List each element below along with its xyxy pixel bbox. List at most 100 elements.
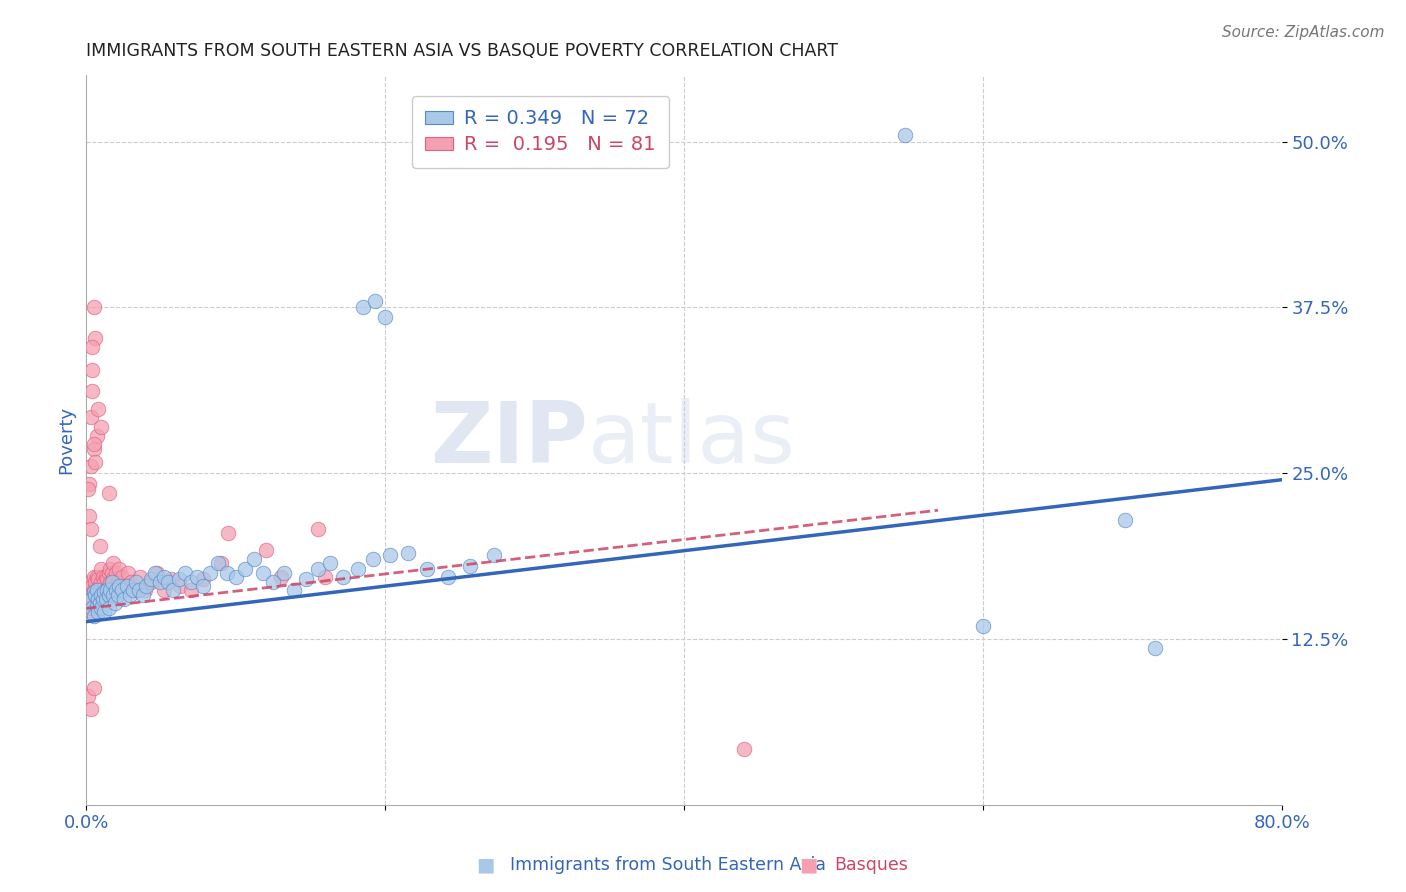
Point: [86, 592, 108, 607]
Text: ZIP: ZIP: [430, 399, 588, 482]
Point: [157, 574, 180, 589]
Point: [733, 742, 755, 756]
Point: [270, 569, 292, 583]
Point: [378, 549, 401, 563]
Point: [86, 582, 108, 597]
Point: [180, 582, 202, 597]
Point: [90, 601, 112, 615]
Point: [97, 601, 120, 615]
Point: [894, 128, 917, 142]
Point: [108, 561, 131, 575]
Point: [80, 601, 103, 615]
Text: atlas: atlas: [588, 399, 796, 482]
Point: [124, 582, 146, 597]
Text: Immigrants from South Eastern Asia: Immigrants from South Eastern Asia: [510, 856, 827, 874]
Point: [83, 582, 105, 597]
Point: [90, 574, 112, 589]
Point: [361, 552, 384, 566]
Point: [97, 579, 120, 593]
Point: [80, 588, 103, 602]
Point: [97, 588, 120, 602]
Point: [84, 588, 107, 602]
Point: [191, 572, 214, 586]
Point: [93, 606, 115, 620]
Point: [82, 606, 104, 620]
Point: [396, 546, 419, 560]
Point: [80, 592, 103, 607]
Point: [86, 599, 108, 613]
Point: [96, 572, 118, 586]
Point: [273, 566, 295, 580]
Point: [86, 569, 108, 583]
Point: [307, 561, 329, 575]
Point: [98, 561, 121, 575]
Point: [233, 561, 256, 575]
Point: [169, 579, 191, 593]
Point: [363, 293, 385, 308]
Point: [83, 301, 105, 315]
Point: [167, 572, 190, 586]
Point: [225, 569, 247, 583]
Point: [103, 572, 125, 586]
Point: [191, 579, 214, 593]
Text: IMMIGRANTS FROM SOUTH EASTERN ASIA VS BASQUE POVERTY CORRELATION CHART: IMMIGRANTS FROM SOUTH EASTERN ASIA VS BA…: [86, 42, 838, 60]
Point: [90, 419, 112, 434]
Point: [153, 569, 176, 583]
Point: [94, 592, 117, 607]
Point: [87, 606, 110, 620]
Point: [215, 566, 238, 580]
Point: [86, 429, 108, 443]
Point: [120, 574, 142, 589]
Point: [484, 549, 506, 563]
Point: [200, 566, 222, 580]
Point: [162, 582, 184, 597]
Point: [160, 572, 183, 586]
Point: [347, 561, 370, 575]
Point: [262, 574, 284, 589]
Point: [90, 588, 112, 602]
Point: [93, 574, 115, 589]
Point: [77, 476, 100, 491]
Point: [117, 566, 139, 580]
Point: [90, 561, 112, 575]
Point: [352, 301, 374, 315]
Point: [129, 569, 152, 583]
Point: [83, 599, 105, 613]
Point: [83, 681, 105, 695]
Point: [82, 601, 104, 615]
Point: [77, 596, 100, 610]
Text: ■: ■: [799, 855, 818, 875]
Point: [207, 556, 229, 570]
Point: [82, 592, 104, 607]
Point: [139, 574, 162, 589]
Point: [153, 582, 176, 597]
Point: [107, 574, 129, 589]
Point: [148, 574, 170, 589]
Point: [242, 552, 264, 566]
Point: [112, 592, 135, 607]
Text: Basques: Basques: [834, 856, 908, 874]
Point: [87, 572, 110, 586]
Point: [94, 569, 117, 583]
Point: [1114, 512, 1136, 526]
Point: [124, 574, 146, 589]
Point: [115, 579, 138, 593]
Point: [80, 459, 103, 474]
Point: [87, 599, 110, 613]
Point: [437, 569, 460, 583]
Point: [83, 609, 105, 624]
Point: [105, 566, 128, 580]
Point: [89, 596, 111, 610]
Point: [105, 582, 128, 597]
Point: [96, 582, 118, 597]
Point: [83, 569, 105, 583]
Point: [80, 522, 103, 536]
Point: [145, 566, 167, 580]
Text: ■: ■: [475, 855, 495, 875]
Point: [89, 539, 111, 553]
Point: [180, 574, 202, 589]
Point: [87, 402, 110, 417]
Point: [143, 566, 166, 580]
Point: [84, 588, 107, 602]
Point: [132, 588, 155, 602]
